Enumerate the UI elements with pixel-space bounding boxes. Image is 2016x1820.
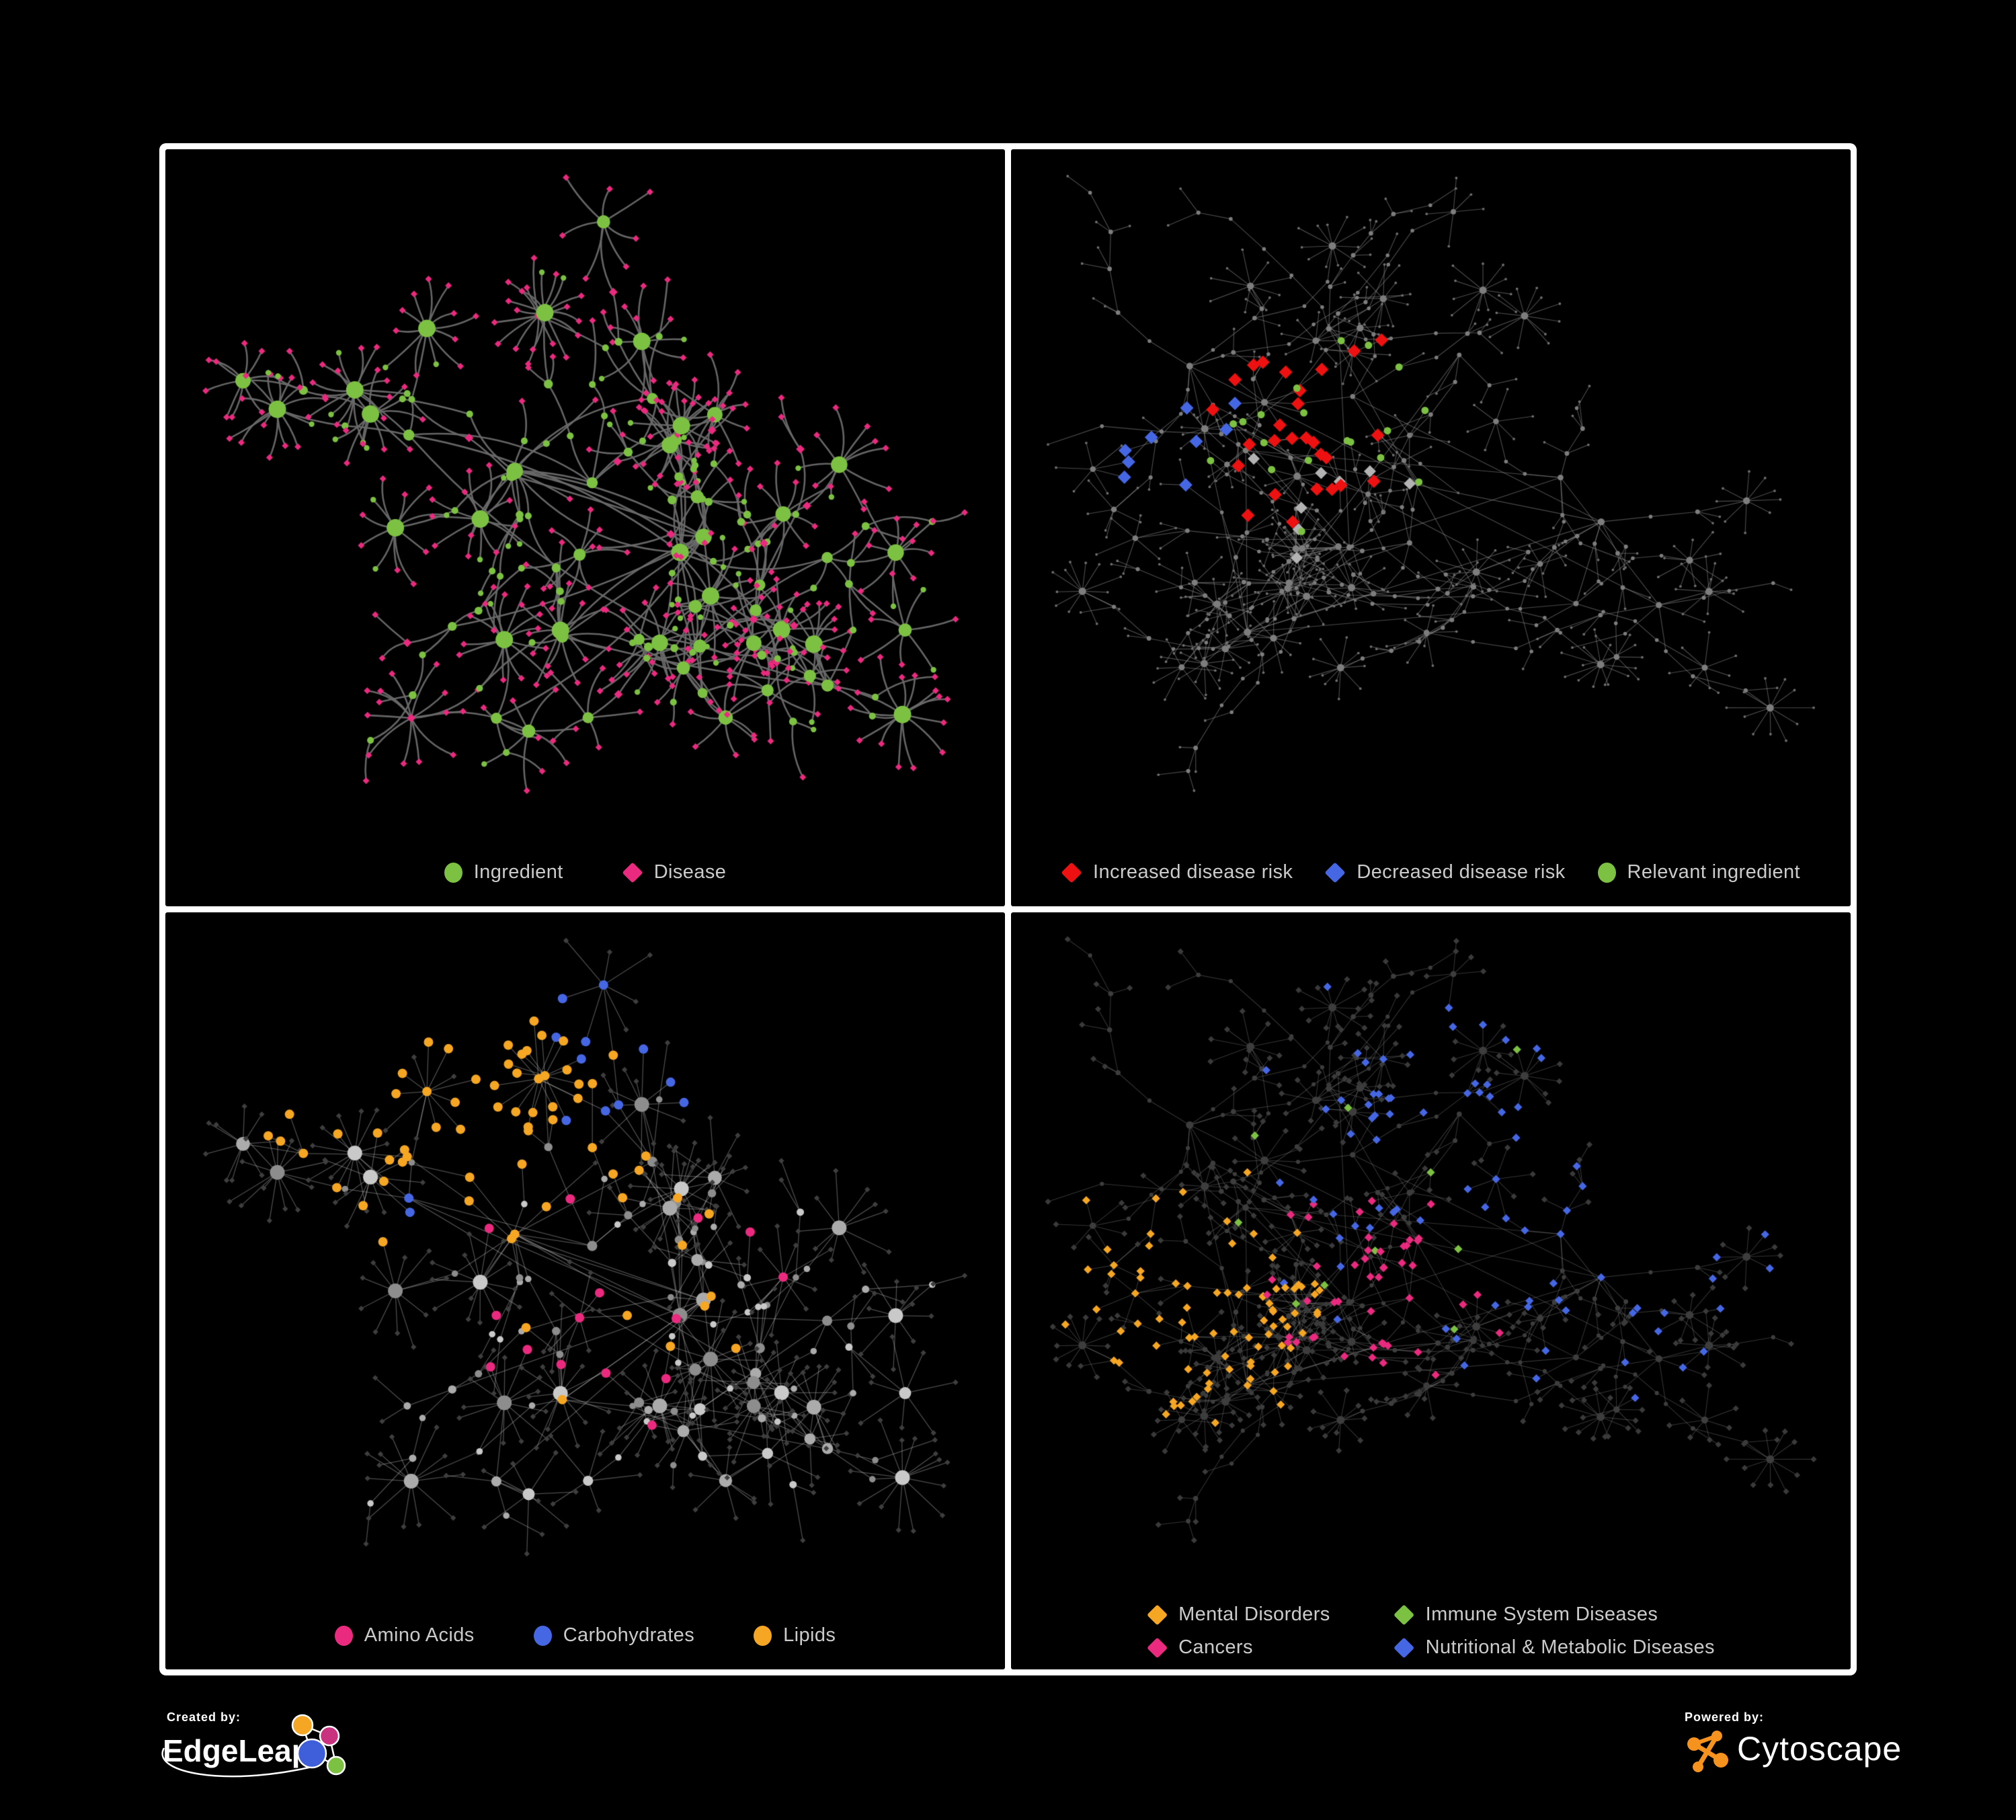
edgeleap-swoosh [161,1747,313,1778]
panel-disease-risk: Increased disease risk Decreased disease … [1011,149,1851,906]
panel-chemical-classes: Amino Acids Carbohydrates Lipids [165,912,1005,1669]
powered-by-label: Powered by: [1685,1710,1764,1724]
edgeleap-node-magenta-icon [319,1725,340,1747]
cytoscape-brand-text: Cytoscape [1737,1730,1902,1768]
panel-disease-categories: Mental Disorders Immune System Diseases Ca… [1011,912,1851,1669]
edgeleap-logo: Created by: EdgeLeap [161,1710,346,1778]
edgeleap-node-orange-icon [291,1714,314,1737]
created-by-logo: Created by: EdgeLeap [156,1704,378,1794]
edgeleap-node-blue-icon [296,1738,327,1769]
edgeleap-glyph [291,1714,346,1776]
created-by-label: Created by: [167,1710,241,1724]
network-graph-canvas-disease-categories [1011,912,1851,1669]
panel-grid-frame: Ingredient Disease Increased disease risk… [159,143,1857,1675]
panel-ingredient-disease: Ingredient Disease [165,149,1005,906]
network-graph-canvas-ingredient-disease [165,149,1005,906]
powered-by-logo: Powered by: Cytoscape [1677,1705,1919,1782]
cytoscape-glyph-icon [1687,1731,1728,1772]
network-graph-canvas-disease-risk [1011,149,1851,906]
cytoscape-logo: Powered by: Cytoscape [1685,1710,1902,1772]
edgeleap-brand-text: EdgeLeap [163,1733,311,1768]
network-graph-canvas-chemical-classes [165,912,1005,1669]
edgeleap-node-green-icon [326,1755,346,1776]
